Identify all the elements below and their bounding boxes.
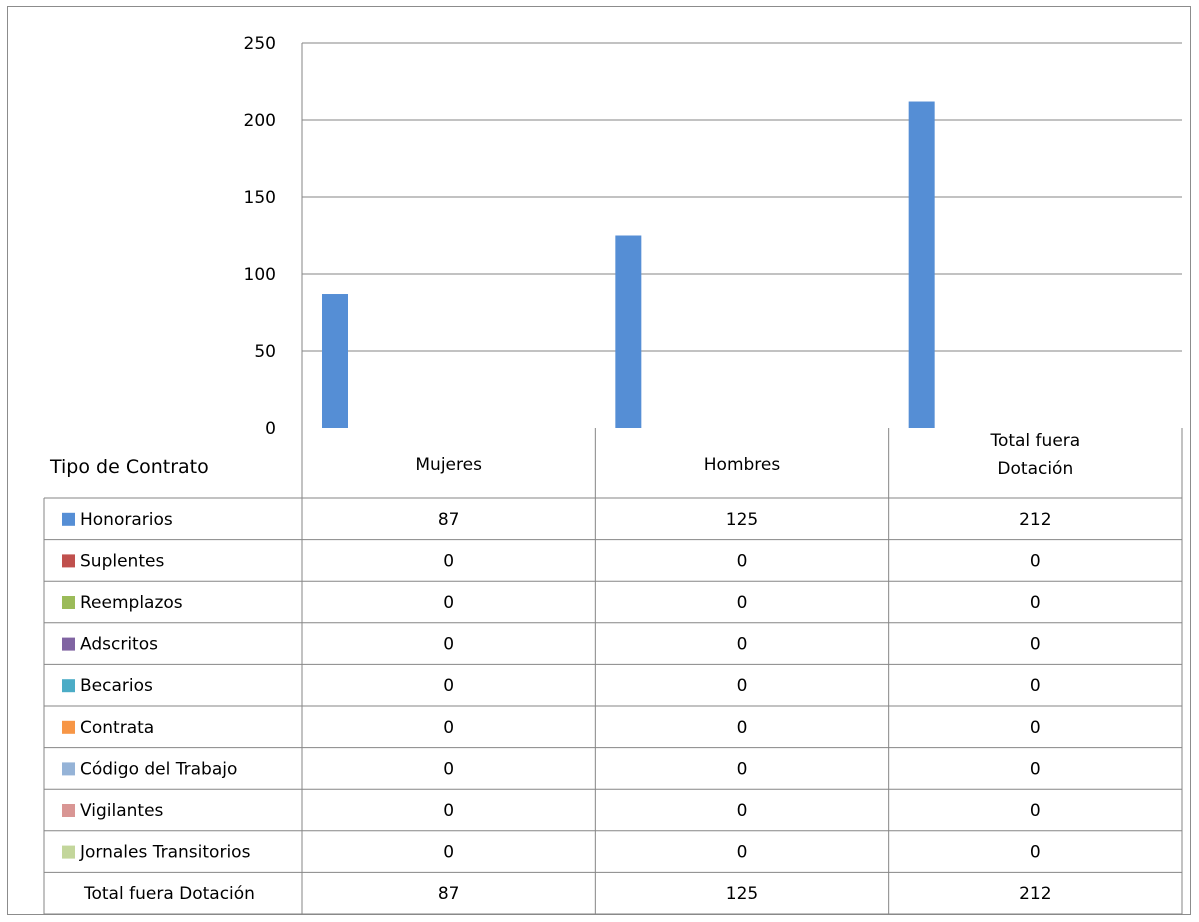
data-label: 0 <box>443 718 454 738</box>
data-label: 0 <box>443 676 454 696</box>
y-tick-label: 100 <box>244 265 276 285</box>
data-label: 0 <box>737 759 748 779</box>
legend-swatch <box>62 804 75 817</box>
row-label: Becarios <box>80 676 153 696</box>
data-label: 0 <box>1030 801 1041 821</box>
data-label: 0 <box>737 676 748 696</box>
data-label: 0 <box>737 593 748 613</box>
data-label: 0 <box>443 759 454 779</box>
data-label: 125 <box>726 884 758 904</box>
category-label: Total fuera Dotación <box>989 431 1080 479</box>
data-label: 0 <box>1030 759 1041 779</box>
row-label: Adscritos <box>80 635 158 655</box>
data-label: 0 <box>1030 676 1041 696</box>
data-label: 0 <box>737 843 748 863</box>
legend-swatch <box>62 762 75 776</box>
data-label: 0 <box>443 551 454 571</box>
legend-swatch <box>62 637 75 651</box>
y-tick-label: 200 <box>244 111 276 131</box>
row-label: Vigilantes <box>80 801 164 821</box>
category-label: Mujeres <box>415 455 482 475</box>
data-label: 87 <box>438 884 460 904</box>
row-label: Contrata <box>80 718 154 738</box>
data-label: 87 <box>438 510 460 530</box>
bar-honorarios <box>615 235 642 428</box>
data-label: 0 <box>1030 551 1041 571</box>
y-tick-label: 0 <box>265 419 276 439</box>
data-label: 0 <box>443 801 454 821</box>
y-tick-label: 150 <box>244 188 276 208</box>
legend-swatch <box>62 512 75 526</box>
data-label: 0 <box>1030 593 1041 613</box>
row-label: Código del Trabajo <box>80 759 237 779</box>
data-label: 0 <box>737 551 748 571</box>
category-label-line: Dotación <box>997 459 1073 479</box>
data-label: 212 <box>1019 510 1051 530</box>
row-label: Total fuera Dotación <box>83 884 255 904</box>
legend-swatch <box>62 720 75 734</box>
y-tick-label: 250 <box>244 34 276 54</box>
legend-swatch <box>62 845 75 859</box>
data-label: 125 <box>726 510 758 530</box>
data-label: 0 <box>737 801 748 821</box>
data-label: 0 <box>737 635 748 655</box>
table-header-label: Tipo de Contrato <box>49 456 209 478</box>
legend-swatch <box>62 679 75 693</box>
data-label: 0 <box>443 593 454 613</box>
data-label: 0 <box>443 635 454 655</box>
row-label: Jornales Transitorios <box>79 843 251 863</box>
data-label: 212 <box>1019 884 1051 904</box>
data-label: 0 <box>1030 843 1041 863</box>
data-label: 0 <box>1030 718 1041 738</box>
data-label: 0 <box>737 718 748 738</box>
category-label-line: Total fuera <box>989 431 1080 451</box>
legend-swatch <box>62 596 75 609</box>
bar-honorarios <box>322 294 348 428</box>
bar-honorarios <box>908 101 935 429</box>
row-label: Reemplazos <box>80 593 183 613</box>
row-label: Honorarios <box>80 510 173 530</box>
row-label: Suplentes <box>80 551 164 571</box>
category-label: Hombres <box>704 455 781 475</box>
legend-swatch <box>62 554 75 568</box>
y-tick-label: 50 <box>254 342 276 362</box>
data-label: 0 <box>443 843 454 863</box>
data-label: 0 <box>1030 635 1041 655</box>
